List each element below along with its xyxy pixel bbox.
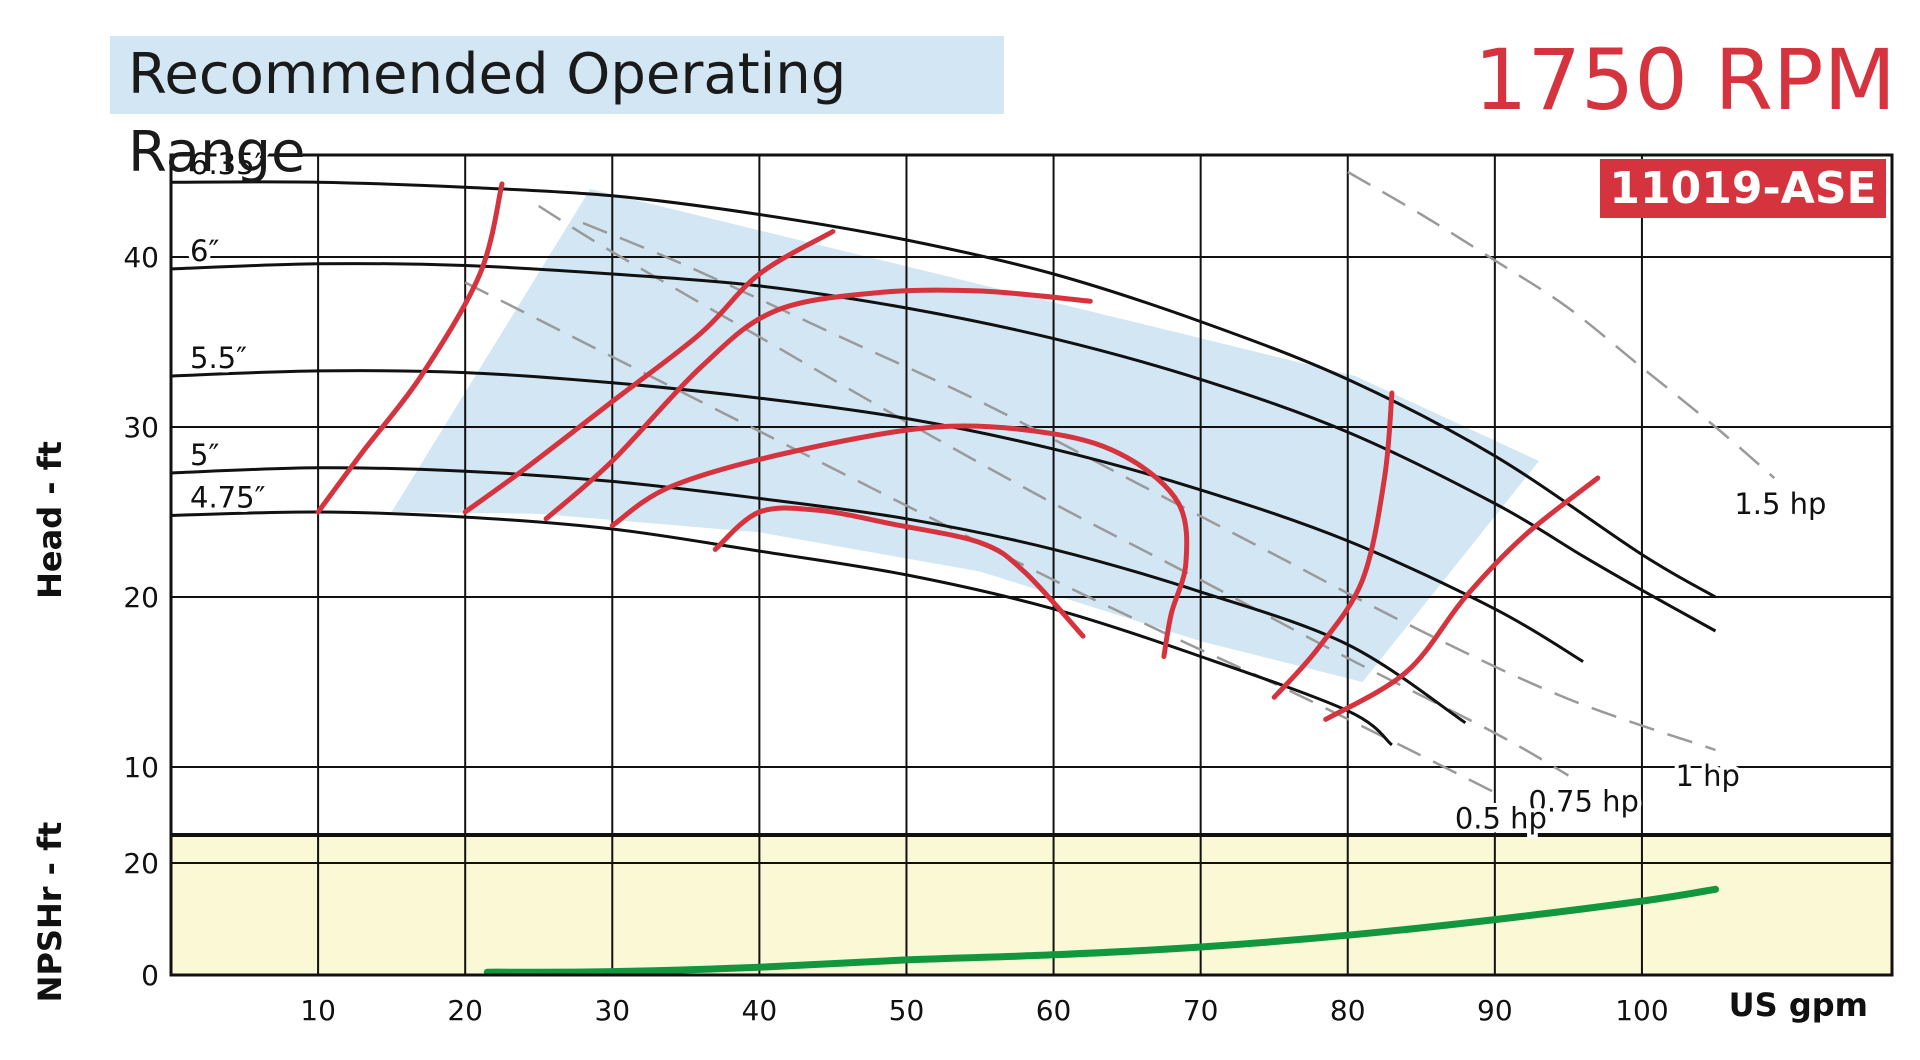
- x-tick-label-70: 70: [1183, 994, 1219, 1027]
- model-badge: 11019-ASE: [1600, 159, 1886, 218]
- impeller-label-3: 5″: [190, 438, 219, 472]
- impeller-curve-1: [170, 262, 1717, 633]
- x-axis-title: US gpm: [1728, 986, 1868, 1024]
- x-tick-label-60: 60: [1036, 994, 1072, 1027]
- impeller-curve-0: [170, 180, 1717, 599]
- chart-frame: [169, 153, 1894, 977]
- recommended-range-legend: Recommended Operating Range: [110, 36, 1004, 185]
- y-axis-title-npshr: NPSHr - ft: [31, 821, 69, 1003]
- power-label-1: 1 hp: [1675, 759, 1739, 793]
- x-tick-label-30: 30: [594, 994, 630, 1027]
- efficiency-curve-13: [712, 505, 1086, 639]
- power-label-3: 0.5 hp: [1455, 802, 1547, 836]
- power-line-7: [538, 204, 1570, 777]
- recommended-range-layer: [391, 189, 1540, 682]
- npshr-curve: [483, 885, 1719, 976]
- head-tick-label-10: 10: [123, 751, 159, 784]
- efficiency-curve-9: [315, 181, 505, 515]
- x-tick-label-50: 50: [889, 994, 925, 1027]
- impeller-label-0: 6.35″: [190, 147, 266, 181]
- y-axis-title-head: Head - ft: [31, 441, 69, 599]
- recommended-range-area: [391, 189, 1540, 682]
- impeller-label-1: 6″: [190, 234, 219, 268]
- power-line-5: [1347, 170, 1776, 479]
- npsh-tick-label-20: 20: [123, 847, 159, 880]
- efficiency-curve-14: [1271, 390, 1395, 700]
- npshr-curve-layer: [483, 885, 1719, 976]
- impeller-curve-3: [170, 466, 1467, 725]
- efficiency-curve-15: [1323, 475, 1601, 722]
- x-tick-label-40: 40: [742, 994, 778, 1027]
- power-label-0: 1.5 hp: [1734, 487, 1826, 521]
- npsh-tick-label-0: 0: [141, 959, 159, 992]
- x-tick-label-20: 20: [447, 994, 483, 1027]
- impeller-label-4: 4.75″: [190, 480, 266, 514]
- plot-border: [169, 153, 1894, 977]
- power-label-2: 0.75 hp: [1528, 785, 1639, 819]
- head-tick-label-40: 40: [123, 241, 159, 274]
- x-tick-label-80: 80: [1330, 994, 1366, 1027]
- speed-title: 1750 RPM: [1474, 31, 1896, 129]
- impeller-curves-layer: [170, 180, 1717, 747]
- power-line-6: [582, 221, 1716, 752]
- efficiency-curves-layer: [315, 181, 1601, 722]
- series-labels-layer: 6.35″ 6″ 5.5″ 5″ 4.75″ 1.5 hp 1 hp 0.75 hp0.5 h…: [186, 143, 1830, 839]
- x-tick-label-10: 10: [300, 994, 336, 1027]
- head-tick-label-20: 20: [123, 581, 159, 614]
- tick-labels-layer: 10 20 30 40 50 60 70 80 90 100 10 20 30 40 0 20: [123, 241, 1668, 1027]
- x-tick-label-100: 100: [1615, 994, 1668, 1027]
- impeller-curve-2: [170, 369, 1584, 663]
- impeller-label-2: 5.5″: [190, 341, 247, 375]
- efficiency-curve-11: [543, 287, 1093, 522]
- head-tick-label-30: 30: [123, 411, 159, 444]
- x-tick-label-90: 90: [1477, 994, 1513, 1027]
- efficiency-curve-12: [609, 423, 1190, 659]
- efficiency-curve-10: [462, 229, 836, 515]
- impeller-curve-4: [170, 510, 1393, 747]
